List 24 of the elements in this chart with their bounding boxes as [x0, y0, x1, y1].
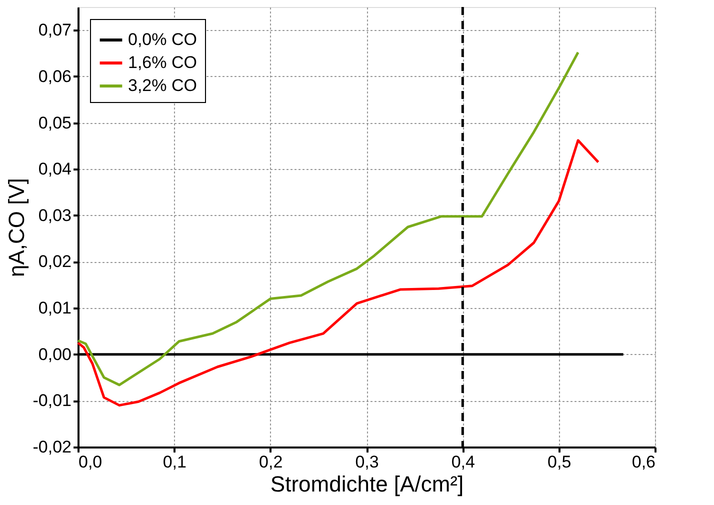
x-axis-title: Stromdichte [A/cm²]	[270, 472, 464, 496]
y-tick-label: 0,03	[38, 206, 72, 225]
line-series	[76, 51, 580, 386]
y-tick-label: 0,00	[38, 344, 72, 364]
x-tick-label: 0,1	[162, 452, 186, 472]
x-tick-label: 0,5	[548, 452, 572, 472]
x-tick-label: 0,2	[259, 452, 283, 472]
y-tick-label: -0,02	[32, 438, 72, 456]
y-tick-label: 0,02	[38, 252, 72, 272]
legend-label: 0,0% CO	[128, 30, 197, 49]
y-tick-label: 0,07	[38, 20, 72, 40]
x-tick-label: 0,3	[355, 452, 379, 472]
y-axis-title: ηA,CO [V]	[4, 178, 29, 278]
y-tick-label: 0,04	[38, 160, 72, 179]
y-tick-label: 0,06	[38, 66, 72, 86]
legend-label: 3,2% CO	[128, 76, 197, 95]
y-tick-label: 0,01	[38, 298, 72, 318]
x-tick-label: 0,0	[78, 452, 102, 472]
line-series	[76, 139, 600, 407]
x-tick-label: 0,4	[451, 452, 475, 472]
y-tick-label: -0,01	[32, 391, 72, 410]
y-tick-label: 0,05	[38, 113, 72, 132]
legend-label: 1,6% CO	[128, 53, 197, 72]
x-tick-label: 0,6	[632, 452, 656, 472]
